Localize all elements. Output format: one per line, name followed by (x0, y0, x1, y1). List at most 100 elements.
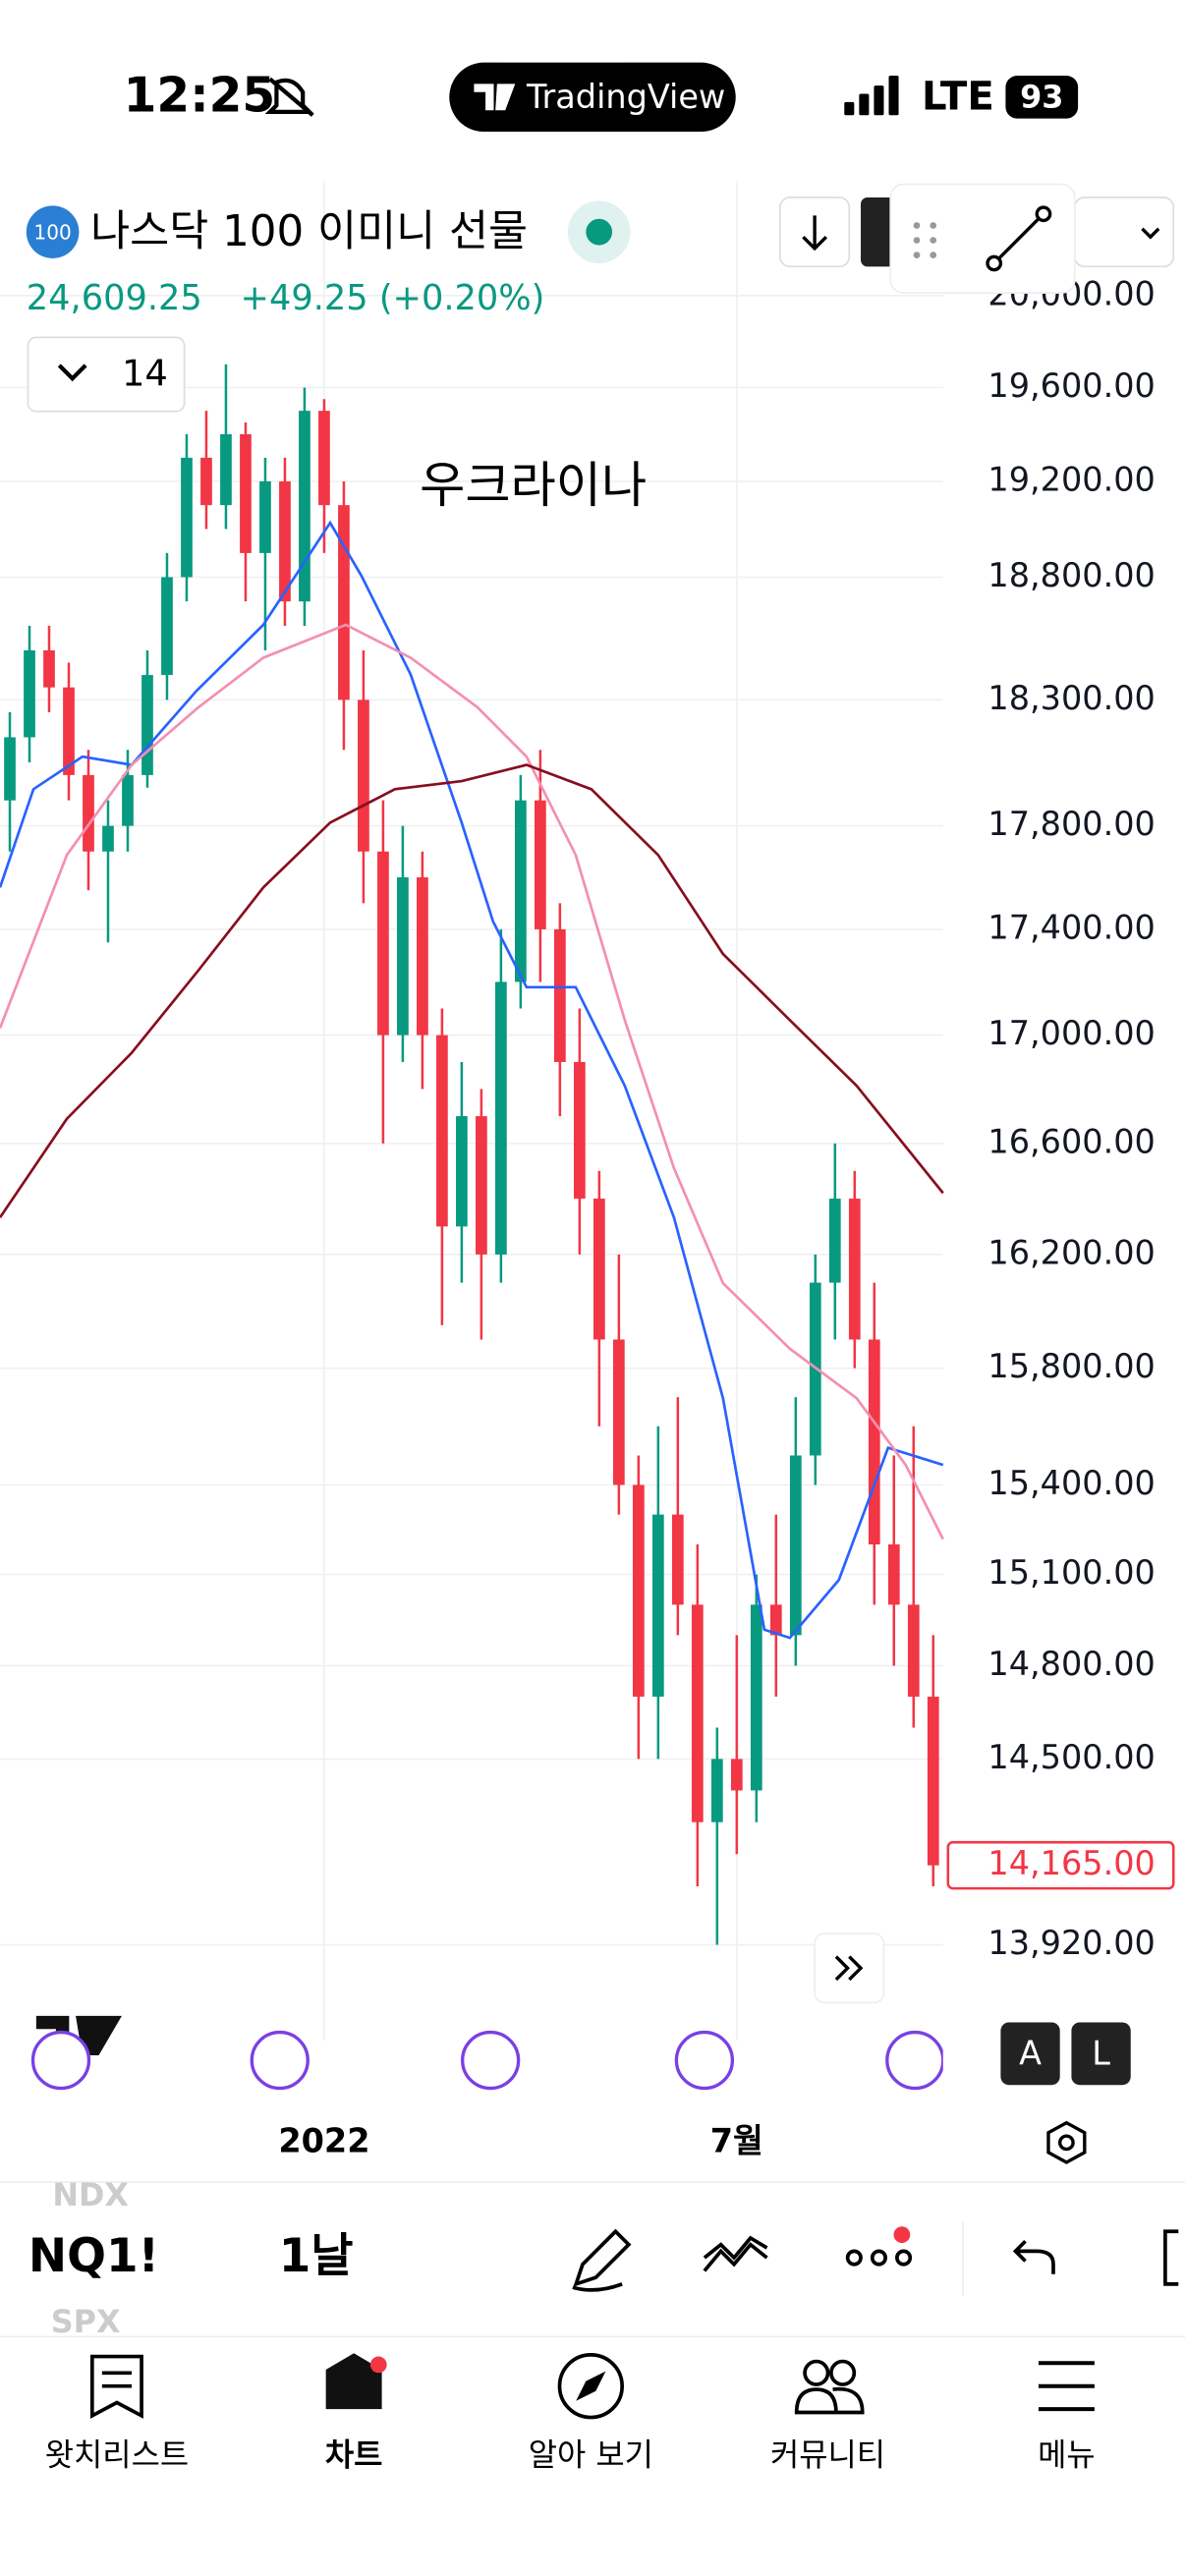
symbol-name[interactable]: 나스닥 100 이미니 선물 (90, 207, 528, 256)
candle-body (259, 480, 271, 553)
battery (1005, 76, 1079, 119)
app-logo (474, 84, 516, 111)
undo[interactable] (1012, 2240, 1055, 2274)
candle-body (476, 1116, 487, 1255)
candle-body (102, 825, 114, 852)
x-tick-label: 2022 (278, 2121, 369, 2159)
candle-body (63, 687, 75, 775)
price-label-box (946, 1840, 1175, 1890)
candle-body (887, 1544, 900, 1605)
app-name: TradingView (526, 78, 725, 116)
candle-body (573, 1061, 586, 1200)
candle-body (691, 1604, 704, 1822)
indicators-tool[interactable] (703, 2235, 768, 2272)
draw-tool[interactable] (572, 2228, 632, 2292)
interval[interactable]: 1날 (279, 2229, 354, 2283)
tab-label[interactable]: 알아 보기 (529, 2436, 653, 2474)
candle-body (515, 800, 527, 982)
candle-body (181, 457, 193, 578)
auto-scale-button[interactable] (1000, 2022, 1060, 2086)
symbol[interactable]: NQ1! (28, 2229, 159, 2283)
candle-body (141, 675, 153, 775)
candle-body (868, 1339, 880, 1545)
tab-icon (576, 2371, 606, 2401)
y-tick-label: 14,800.00 (988, 1645, 1155, 1683)
tab-label[interactable]: 메뉴 (1038, 2436, 1096, 2474)
notification-dot (893, 2226, 911, 2243)
tab-icon (794, 2359, 865, 2415)
drawing-toolbar (889, 183, 1076, 294)
indicator-toggle[interactable] (27, 336, 186, 413)
market-dot (586, 218, 613, 246)
candle-body (632, 1484, 645, 1697)
candle-body (338, 505, 350, 700)
fullscreen[interactable] (1163, 2229, 1179, 2286)
status-time: 12:25 (124, 68, 276, 123)
settings-icon[interactable] (1046, 2120, 1087, 2164)
more-tool[interactable] (845, 2249, 913, 2267)
mute-icon (264, 77, 314, 117)
overlay-line (0, 623, 944, 1540)
candle-body (592, 1199, 605, 1340)
battery-level: 93 (1020, 78, 1063, 115)
y-tick-label: 16,600.00 (988, 1122, 1155, 1160)
tab-label[interactable]: 왓치리스트 (45, 2436, 189, 2474)
symbol-badge (26, 205, 80, 258)
candle-body (200, 457, 212, 506)
chart: 20,000.0019,600.0019,200.0018,800.0018,3… (0, 181, 1175, 2159)
y-tick-label: 17,000.00 (988, 1014, 1155, 1052)
badge-text: 100 (33, 220, 71, 244)
scale-button-label: L (1092, 2035, 1110, 2073)
prev-symbol: NDX (52, 2176, 129, 2213)
candle-body (397, 876, 409, 1036)
candle-body (554, 928, 566, 1062)
y-tick-label: 18,800.00 (988, 556, 1155, 594)
indicator-count: 14 (122, 352, 168, 394)
scale-button-label: A (1019, 2035, 1042, 2073)
network: LTE (922, 74, 994, 119)
candle-body (535, 800, 546, 929)
tab-label[interactable]: 차트 (325, 2436, 383, 2474)
candle-body (828, 1199, 841, 1283)
log-scale-button[interactable] (1071, 2022, 1131, 2086)
tab-icon (89, 2354, 143, 2419)
settings-icon-center (1058, 2134, 1075, 2152)
candle-body (495, 981, 507, 1255)
y-tick-label: 15,100.00 (988, 1553, 1155, 1592)
price-change: +49.25 (+0.20%) (241, 278, 545, 318)
trendline-icon[interactable] (992, 212, 1045, 265)
candle-body (750, 1604, 762, 1791)
overlay-line (0, 763, 944, 1219)
trendline-point (986, 254, 1003, 272)
candle-body (299, 411, 310, 602)
next-symbol: SPX (51, 2303, 121, 2340)
annotation: 우크라이나 (420, 456, 647, 514)
candle-body (710, 1759, 723, 1822)
candle-body (377, 851, 389, 1036)
candle-body (240, 433, 252, 553)
tab-icon (557, 2353, 624, 2420)
download-icon (802, 215, 828, 252)
candle-body (220, 433, 232, 506)
dropdown-chevron (1141, 227, 1160, 240)
signal-icon (844, 76, 899, 116)
candle-body (651, 1514, 664, 1697)
candle-body (4, 737, 16, 801)
candle-body (43, 649, 55, 688)
y-tick-label: 16,200.00 (988, 1233, 1155, 1271)
tab-label[interactable]: 커뮤니티 (770, 2436, 885, 2474)
app-pill (449, 62, 736, 132)
tab-icon (325, 2353, 382, 2410)
y-tick-label: 18,300.00 (988, 679, 1155, 717)
candle-body (769, 1604, 782, 1636)
event-markers (30, 2030, 945, 2091)
candle-body (671, 1514, 684, 1605)
dropdown-button[interactable] (1073, 196, 1175, 268)
scroll-icon (834, 1955, 864, 1982)
candle-body (436, 1035, 448, 1227)
notification-dot (369, 2356, 387, 2374)
candle-body (24, 649, 35, 738)
